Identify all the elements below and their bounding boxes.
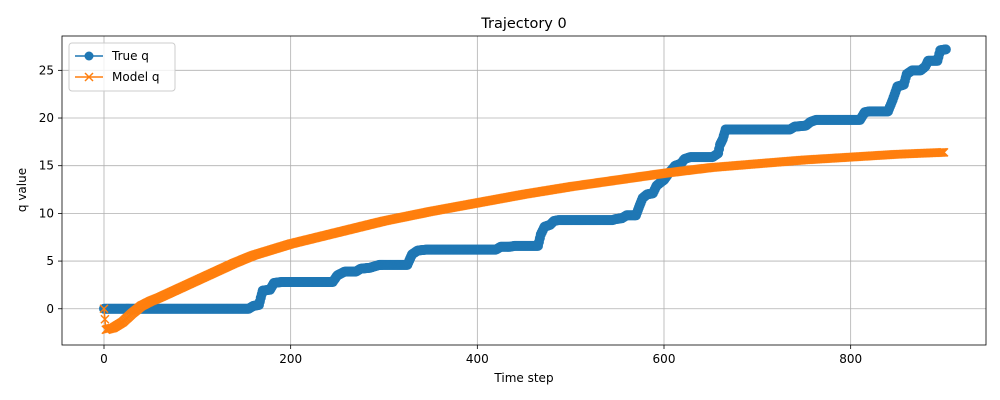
y-axis-label: q value xyxy=(15,168,29,212)
x-tick-label: 800 xyxy=(839,352,862,366)
legend-box xyxy=(68,42,176,92)
x-tick-label: 0 xyxy=(100,352,108,366)
y-axis: 0 5 10 15 20 25 xyxy=(39,63,62,316)
y-tick-label: 10 xyxy=(39,206,54,220)
y-tick-label: 5 xyxy=(46,254,54,268)
data-point xyxy=(940,44,951,55)
x-tick-label: 200 xyxy=(279,352,302,366)
data-point xyxy=(100,314,110,324)
series-true-q xyxy=(99,44,951,314)
legend: True q Model q xyxy=(68,42,176,92)
legend-true-q-marker xyxy=(84,51,94,61)
data-point xyxy=(939,147,949,157)
x-tick-label: 400 xyxy=(466,352,489,366)
x-axis-label: Time step xyxy=(493,371,553,385)
legend-model-q-label: Model q xyxy=(112,70,159,84)
y-tick-label: 20 xyxy=(39,111,54,125)
x-tick-label: 600 xyxy=(653,352,676,366)
legend-true-q-label: True q xyxy=(111,49,149,63)
plot-frame xyxy=(61,35,987,346)
y-tick-label: 15 xyxy=(39,159,54,173)
legend-model-q-marker xyxy=(84,72,94,82)
plot-area xyxy=(99,44,951,335)
y-tick-label: 25 xyxy=(39,63,54,77)
series-model-q xyxy=(99,147,949,335)
chart-title: Trajectory 0 xyxy=(480,16,566,32)
data-point xyxy=(99,304,109,314)
y-tick-label: 0 xyxy=(46,302,54,316)
x-axis: 0 200 400 600 800 xyxy=(100,345,862,366)
